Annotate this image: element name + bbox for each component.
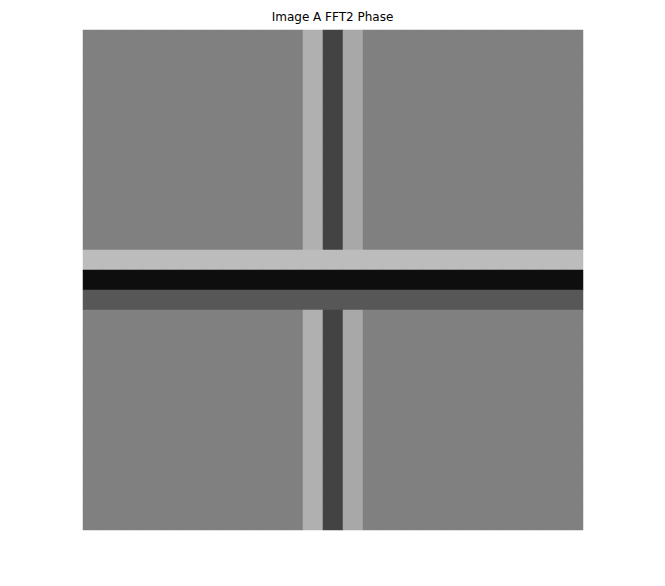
svg-text:Image A FFT2 Phase: Image A FFT2 Phase <box>272 10 394 24</box>
